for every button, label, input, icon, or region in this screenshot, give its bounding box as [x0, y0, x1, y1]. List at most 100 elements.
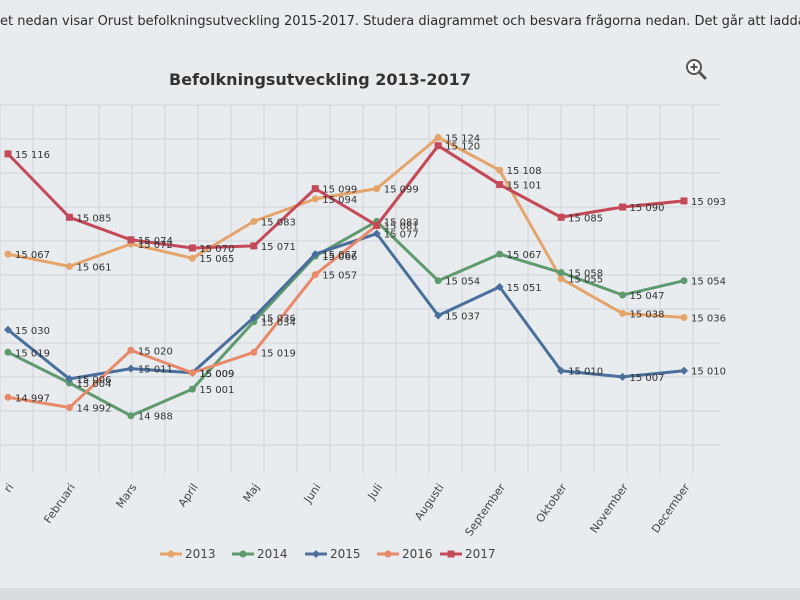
- data-point: [557, 213, 565, 221]
- data-label: 15 004: [76, 379, 111, 390]
- data-label: 15 036: [691, 314, 726, 325]
- data-label: 15 067: [15, 250, 50, 261]
- data-point: [188, 254, 196, 262]
- data-label: 15 051: [507, 283, 542, 294]
- data-point: [4, 325, 12, 334]
- data-point: [557, 366, 566, 375]
- x-tick-label: Maj: [241, 481, 263, 504]
- data-point: [434, 134, 442, 142]
- data-label: 15 054: [691, 277, 726, 288]
- data-label: 15 055: [568, 275, 603, 286]
- data-label: 15 072: [138, 240, 173, 251]
- data-point: [496, 166, 504, 174]
- legend-item-2014: 2014: [232, 547, 288, 561]
- data-label: 15 011: [138, 365, 173, 376]
- data-point: [618, 372, 627, 381]
- data-label: 15 116: [15, 150, 50, 161]
- x-tick-label: ri: [1, 481, 16, 495]
- data-point: [496, 250, 504, 258]
- data-point: [65, 374, 74, 383]
- data-point: [496, 181, 504, 189]
- data-label: 15 120: [445, 142, 480, 153]
- x-tick-label: Mars: [114, 481, 140, 510]
- data-point: [434, 311, 443, 320]
- x-tick-label: September: [463, 481, 509, 539]
- data-point: [4, 393, 12, 401]
- chart-title: Befolkningsutveckling 2013-2017: [169, 70, 471, 89]
- data-point: [680, 197, 688, 205]
- data-label: 15 009: [199, 369, 234, 380]
- data-label: 15 007: [630, 373, 665, 384]
- data-point: [188, 244, 196, 252]
- legend-label: 2016: [402, 547, 433, 561]
- legend-label: 2013: [185, 547, 216, 561]
- x-tick-label: Oktober: [533, 481, 569, 525]
- data-label: 15 067: [322, 250, 357, 261]
- series-2017: [4, 142, 688, 252]
- data-point: [311, 271, 319, 279]
- data-label: 15 074: [138, 236, 173, 247]
- data-label: 14 988: [138, 412, 173, 423]
- data-label: 15 083: [261, 217, 296, 228]
- data-label: 15 071: [261, 242, 296, 253]
- x-tick-label: November: [588, 481, 632, 536]
- data-label: 15 070: [199, 244, 234, 255]
- data-point: [680, 366, 688, 375]
- legend-marker: [167, 550, 175, 558]
- legend-marker: [312, 550, 320, 558]
- data-point: [65, 213, 73, 221]
- bottom-strip: [0, 588, 800, 600]
- data-point: [188, 369, 196, 377]
- data-label: 15 006: [76, 375, 111, 386]
- x-tick-label: Augusti: [412, 481, 446, 523]
- data-point: [373, 221, 381, 229]
- data-point: [557, 269, 565, 277]
- data-label: 15 019: [15, 348, 50, 359]
- data-label: 15 099: [322, 185, 357, 196]
- data-label: 15 065: [199, 254, 234, 265]
- x-tick-label: April: [176, 481, 201, 509]
- data-point: [250, 348, 258, 356]
- data-label: 15 030: [15, 326, 50, 337]
- data-point: [127, 236, 135, 244]
- data-label: 15 034: [261, 318, 296, 329]
- data-point: [680, 277, 688, 285]
- data-label: 15 019: [261, 348, 296, 359]
- data-label: 15 036: [261, 314, 296, 325]
- legend-item-2017: 2017: [440, 547, 496, 561]
- data-point: [127, 412, 135, 420]
- data-point: [311, 185, 319, 193]
- series-2013: [4, 134, 688, 322]
- data-label: 15 093: [691, 197, 726, 208]
- x-tick-label: Februari: [41, 481, 78, 526]
- grid: [0, 104, 720, 473]
- legend-marker: [447, 550, 455, 558]
- data-label: 15 067: [507, 250, 542, 261]
- data-point: [434, 277, 442, 285]
- line-chart: Befolkningsutveckling 2013-2017 ri Februar…: [0, 70, 726, 561]
- data-label: 15 054: [445, 277, 480, 288]
- data-label: 15 083: [384, 217, 419, 228]
- legend-item-2013: 2013: [160, 547, 216, 561]
- data-label: 15 037: [445, 311, 480, 322]
- data-point: [250, 217, 258, 225]
- data-point: [619, 291, 627, 299]
- legend-label: 2015: [330, 547, 361, 561]
- data-label: 15 101: [507, 181, 542, 192]
- legend-marker: [239, 550, 247, 558]
- data-label: 15 061: [76, 262, 111, 273]
- legend-label: 2017: [465, 547, 496, 561]
- data-label: 15 066: [322, 252, 357, 263]
- data-point: [311, 195, 319, 203]
- series-line-2013: [7, 136, 685, 320]
- data-label: 15 077: [384, 230, 419, 241]
- data-point: [127, 346, 135, 354]
- data-point: [65, 379, 73, 387]
- data-label: 15 001: [199, 385, 234, 396]
- data-point: [126, 364, 135, 373]
- data-point: [434, 142, 442, 150]
- data-point: [65, 404, 73, 412]
- data-point: [495, 282, 504, 291]
- zoom-in-icon[interactable]: [684, 57, 708, 81]
- data-point: [4, 348, 12, 356]
